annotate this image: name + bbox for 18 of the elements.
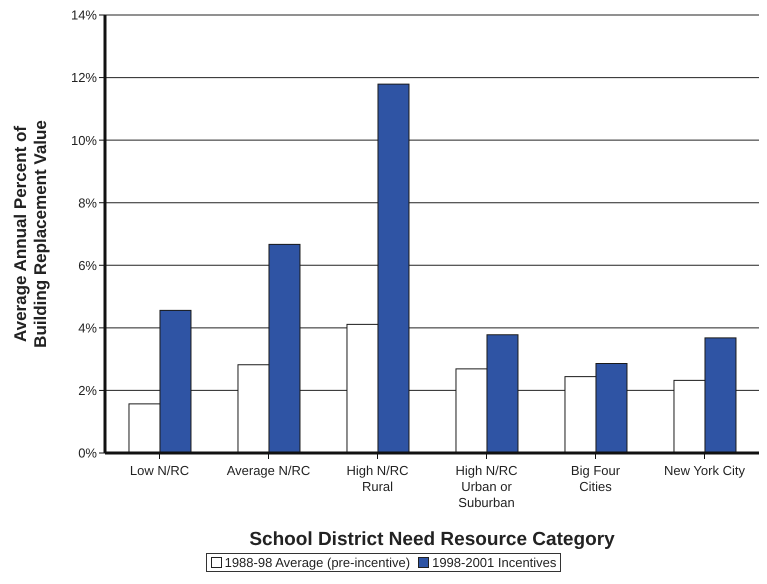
y-tick-label: 2% xyxy=(78,383,98,398)
y-tick-label: 10% xyxy=(70,132,98,148)
x-tick-label: High N/RC Rural xyxy=(346,463,409,494)
legend-label: 1998-2001 Incentives xyxy=(431,555,556,570)
y-tick-label: 6% xyxy=(78,258,98,273)
y-tick-label: 4% xyxy=(78,320,98,336)
x-tick-label: New York City xyxy=(664,463,746,478)
x-tick-label: High N/RC Urban or Suburban xyxy=(455,463,518,510)
x-tick-label: Low N/RC xyxy=(130,463,190,478)
x-tick-label: Big Four Cities xyxy=(570,463,621,494)
y-tick-label: 8% xyxy=(78,195,98,210)
y-axis-title: Average Annual Percent of Building Replacement Value xyxy=(11,120,50,348)
x-axis-title: School District Need Resource Category xyxy=(249,529,616,550)
legend-label: 1988-98 Average (pre-incentive) xyxy=(224,555,410,570)
y-tick-label: 12% xyxy=(70,70,98,86)
y-tick-label: 0% xyxy=(78,446,98,461)
x-tick-label: Average N/RC xyxy=(226,463,310,478)
y-tick-label: 14% xyxy=(70,8,98,23)
